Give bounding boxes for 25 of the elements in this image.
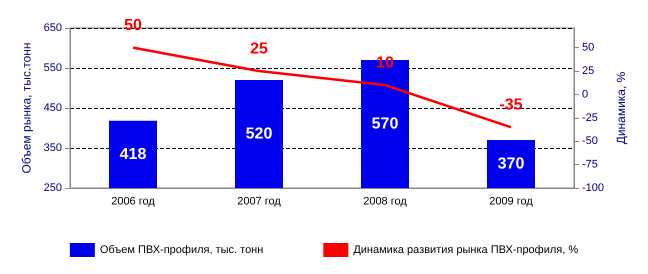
legend-label: Динамика развития рынка ПВХ-профиля, %: [353, 244, 578, 256]
x-tick-label: 2009 год: [489, 196, 534, 208]
y2-tick-label: 50: [582, 42, 594, 54]
y-tick-label: 550: [44, 62, 62, 74]
x-tick-label: 2008 год: [363, 196, 408, 208]
y2-tick-label: -100: [582, 182, 604, 194]
data-label: 370: [498, 156, 524, 172]
data-label: 418: [120, 146, 146, 163]
y2-tick-label: -75: [582, 158, 598, 171]
data-label: 570: [372, 116, 398, 132]
y2-tick-label: -50: [582, 135, 598, 148]
y2-tick-label: 25: [582, 65, 594, 78]
y-tick-label: 450: [44, 102, 62, 114]
data-label: 520: [246, 126, 272, 142]
legend-label: Объем ПВХ-профиля, тыс. тонн: [100, 244, 264, 256]
x-tick-label: 2007 год: [237, 196, 282, 208]
data-label: 25: [250, 40, 268, 58]
x-tick-label: 2006 год: [111, 196, 156, 208]
y2-tick-label: -25: [582, 112, 598, 124]
y-tick-label: 650: [44, 22, 62, 34]
y-tick-label: 350: [44, 142, 62, 154]
y-tick-label: 250: [44, 182, 62, 194]
y2-axis-title: Динамика, %: [614, 71, 628, 144]
y2-tick-label: 0: [582, 88, 588, 100]
y-axis-title: Объем рынка, тыс.тонн: [20, 42, 34, 174]
